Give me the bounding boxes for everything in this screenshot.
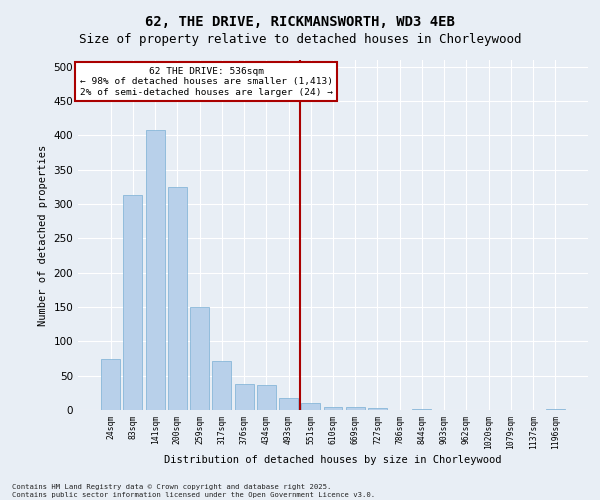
Bar <box>124 195 142 410</box>
X-axis label: Distribution of detached houses by size in Chorleywood: Distribution of detached houses by size … <box>164 454 502 464</box>
Y-axis label: Number of detached properties: Number of detached properties <box>38 144 48 326</box>
Bar <box>235 384 254 410</box>
Bar <box>546 408 565 410</box>
Bar <box>101 358 120 410</box>
Bar <box>323 406 343 410</box>
Text: Contains HM Land Registry data © Crown copyright and database right 2025.
Contai: Contains HM Land Registry data © Crown c… <box>12 484 375 498</box>
Bar <box>146 130 164 410</box>
Bar <box>368 408 387 410</box>
Bar <box>346 406 365 410</box>
Bar <box>257 386 276 410</box>
Bar <box>212 362 231 410</box>
Text: Size of property relative to detached houses in Chorleywood: Size of property relative to detached ho… <box>79 32 521 46</box>
Bar <box>279 398 298 410</box>
Text: 62 THE DRIVE: 536sqm
← 98% of detached houses are smaller (1,413)
2% of semi-det: 62 THE DRIVE: 536sqm ← 98% of detached h… <box>80 67 333 96</box>
Bar <box>168 187 187 410</box>
Bar <box>301 403 320 410</box>
Text: 62, THE DRIVE, RICKMANSWORTH, WD3 4EB: 62, THE DRIVE, RICKMANSWORTH, WD3 4EB <box>145 15 455 29</box>
Bar <box>190 307 209 410</box>
